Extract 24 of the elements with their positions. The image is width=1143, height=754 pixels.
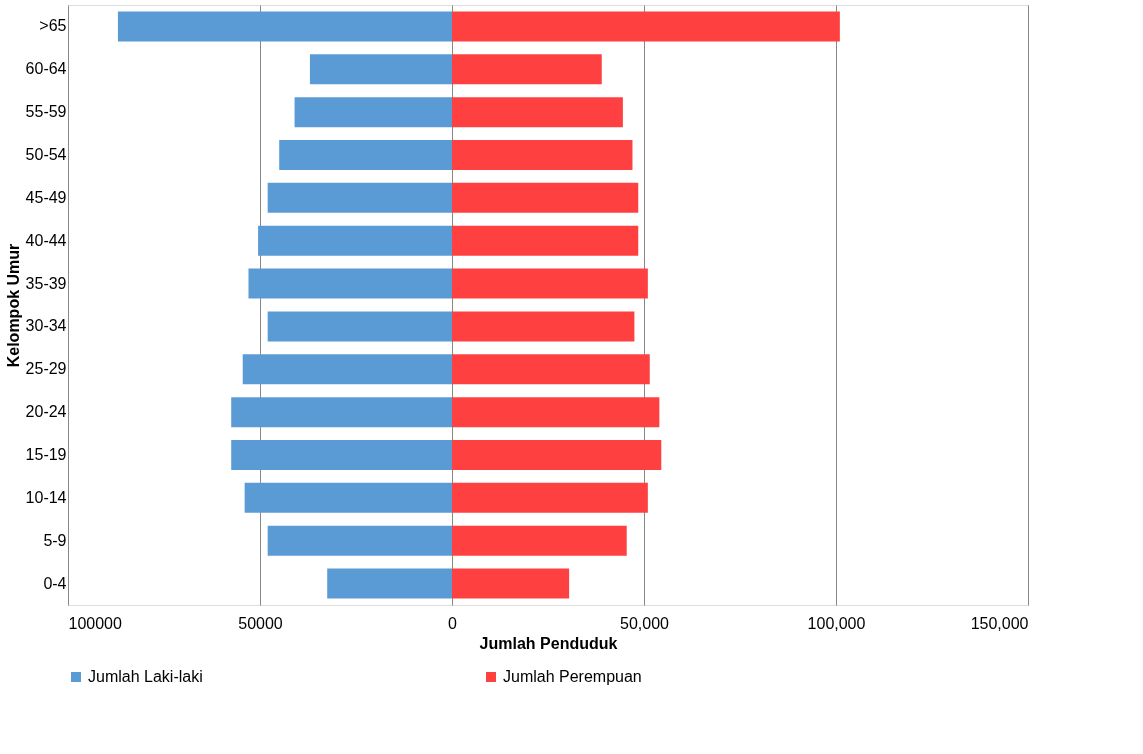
y-tick-label: 15-19: [25, 446, 67, 463]
y-tick-label: 20-24: [25, 403, 67, 421]
x-tick-label: 50000: [238, 614, 283, 632]
y-tick-label: 60-64: [25, 60, 67, 78]
y-axis-title: Kelompok Umur: [4, 243, 22, 368]
x-tick-label: 100000: [68, 614, 122, 632]
y-tick-label: 10-14: [25, 488, 67, 506]
y-tick-label: 40-44: [25, 231, 67, 249]
y-tick-label: 5-9: [43, 531, 67, 549]
x-tick-label: 150,000: [970, 614, 1029, 632]
x-tick-label: 100,000: [807, 614, 866, 632]
x-tick-label: 50,000: [620, 614, 670, 632]
legend-label: Jumlah Perempuan: [503, 668, 642, 685]
y-tick-label: 25-29: [25, 360, 67, 378]
y-tick-label: >65: [39, 17, 67, 35]
y-tick-label: 55-59: [25, 103, 67, 121]
y-tick-label: 35-39: [25, 274, 67, 292]
y-tick-label: 45-49: [25, 188, 67, 206]
x-tick-label: 0: [448, 614, 458, 632]
x-axis-title: Jumlah Penduduk: [479, 634, 618, 652]
y-tick-label: 30-34: [25, 317, 67, 335]
y-tick-label: 50-54: [25, 146, 67, 163]
legend-label: Jumlah Laki-laki: [88, 668, 203, 685]
y-tick-label: 0-4: [43, 574, 67, 592]
